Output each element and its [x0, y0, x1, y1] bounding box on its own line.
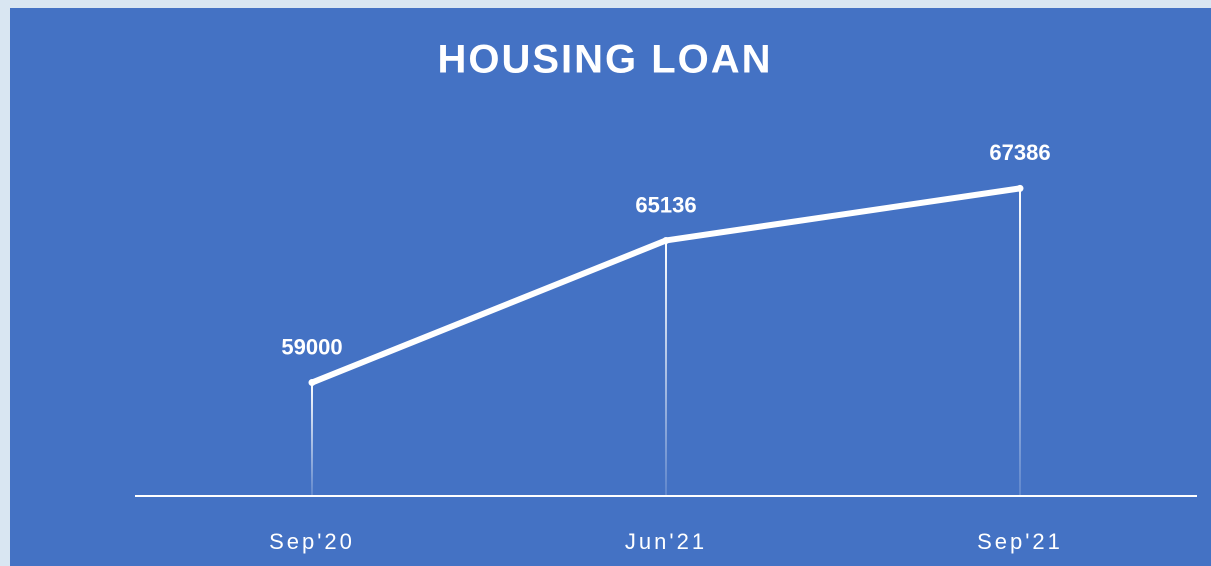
- data-point: [1016, 184, 1024, 192]
- chart-background: [10, 8, 1211, 566]
- data-label: 59000: [281, 334, 342, 359]
- x-tick-label: Sep'21: [977, 529, 1063, 554]
- data-label: 65136: [635, 192, 696, 217]
- drop-line: [665, 240, 667, 496]
- data-point: [308, 379, 316, 387]
- drop-line: [311, 382, 313, 496]
- drop-line: [1019, 188, 1021, 496]
- x-tick-label: Sep'20: [269, 529, 355, 554]
- data-point: [662, 236, 670, 244]
- data-label: 67386: [989, 140, 1050, 165]
- chart-title: HOUSING LOAN: [437, 38, 772, 82]
- x-tick-label: Jun'21: [625, 529, 707, 554]
